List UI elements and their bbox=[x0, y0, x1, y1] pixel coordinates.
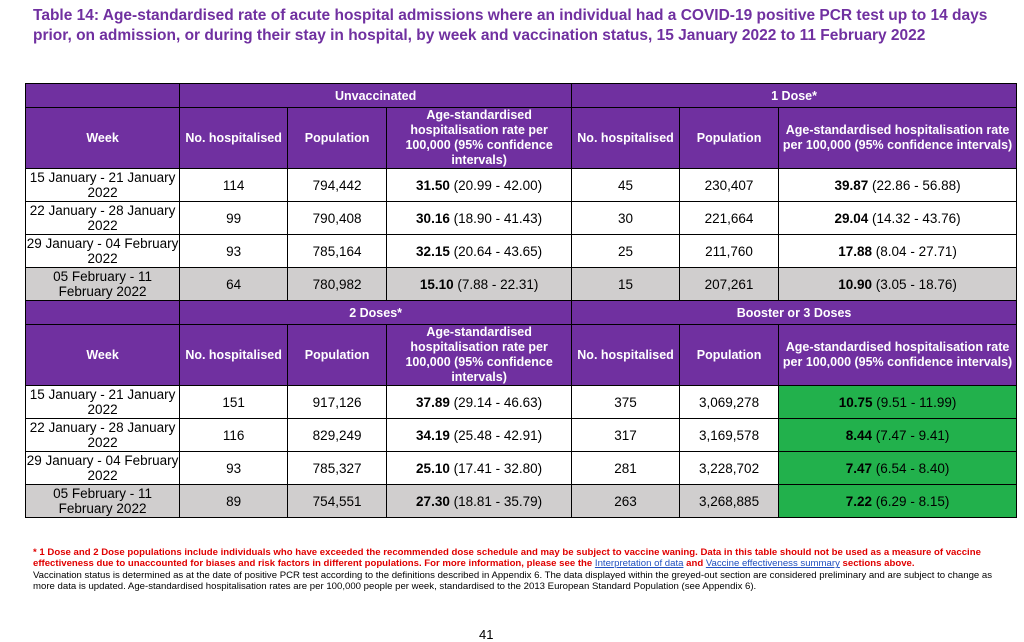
rate-cell: 30.16 (18.90 - 41.43) bbox=[386, 201, 573, 235]
population-cell: 794,442 bbox=[287, 168, 388, 202]
hospitalised-cell: 45 bbox=[571, 168, 680, 202]
population-cell: 780,982 bbox=[287, 267, 388, 301]
hospitalised-cell: 25 bbox=[571, 234, 680, 268]
hospitalised-cell: 99 bbox=[179, 201, 289, 235]
col-header-rate: Age-standardised hospitalisation rate pe… bbox=[778, 107, 1017, 169]
table-row-preliminary: 05 February - 11 February 2022 89 754,55… bbox=[24, 484, 1017, 518]
interpretation-of-data-link[interactable]: Interpretation of data bbox=[594, 558, 684, 570]
rate-cell: 31.50 (20.99 - 42.00) bbox=[386, 168, 573, 202]
week-cell: 29 January - 04 February 2022 bbox=[24, 451, 181, 485]
table-title: Table 14: Age-standardised rate of acute… bbox=[33, 7, 988, 44]
rate-cell: 10.90 (3.05 - 18.76) bbox=[778, 267, 1017, 301]
population-cell: 3,169,578 bbox=[678, 418, 780, 452]
population-cell: 221,664 bbox=[678, 201, 780, 235]
hospitalised-cell: 114 bbox=[179, 168, 289, 202]
col-header-rate: Age-standardised hospitalisation rate pe… bbox=[386, 324, 573, 386]
waning-note-text: * 1 Dose and 2 Dose populations include … bbox=[33, 547, 981, 570]
vaccination-status-note: Vaccination status is determined as at t… bbox=[33, 569, 993, 593]
hospitalised-cell: 317 bbox=[571, 418, 680, 452]
hospitalised-cell: 93 bbox=[179, 234, 289, 268]
week-cell: 15 January - 21 January 2022 bbox=[24, 385, 181, 419]
group-header-blank bbox=[24, 83, 181, 108]
week-cell: 22 January - 28 January 2022 bbox=[24, 201, 181, 235]
rate-cell: 25.10 (17.41 - 32.80) bbox=[386, 451, 573, 485]
rate-cell: 29.04 (14.32 - 43.76) bbox=[778, 201, 1017, 235]
note-and-text: and bbox=[686, 558, 704, 570]
vaccine-waning-note: * 1 Dose and 2 Dose populations include … bbox=[33, 547, 1013, 570]
col-header-hospitalised: No. hospitalised bbox=[571, 324, 680, 386]
population-cell: 211,760 bbox=[678, 234, 780, 268]
hospitalisation-table: Unvaccinated 1 Dose* Week No. hospitalis… bbox=[24, 83, 1017, 518]
group-header-unvaccinated: Unvaccinated bbox=[179, 83, 573, 108]
population-cell: 230,407 bbox=[678, 168, 780, 202]
table-row-preliminary: 05 February - 11 February 2022 64 780,98… bbox=[24, 267, 1017, 301]
week-cell: 22 January - 28 January 2022 bbox=[24, 418, 181, 452]
col-header-hospitalised: No. hospitalised bbox=[179, 324, 289, 386]
rate-cell: 32.15 (20.64 - 43.65) bbox=[386, 234, 573, 268]
rate-cell: 39.87 (22.86 - 56.88) bbox=[778, 168, 1017, 202]
col-header-rate: Age-standardised hospitalisation rate pe… bbox=[386, 107, 573, 169]
population-cell: 785,164 bbox=[287, 234, 388, 268]
column-header-row-bottom: Week No. hospitalised Population Age-sta… bbox=[24, 324, 1017, 386]
table-row: 29 January - 04 February 2022 93 785,327… bbox=[24, 451, 1017, 485]
population-cell: 829,249 bbox=[287, 418, 388, 452]
col-header-rate: Age-standardised hospitalisation rate pe… bbox=[778, 324, 1017, 386]
rate-cell-highlight: 7.47 (6.54 - 8.40) bbox=[778, 451, 1017, 485]
hospitalised-cell: 15 bbox=[571, 267, 680, 301]
vaccine-effectiveness-link[interactable]: Vaccine effectiveness summary bbox=[705, 558, 840, 570]
group-header-booster: Booster or 3 Doses bbox=[571, 300, 1017, 325]
week-cell: 05 February - 11 February 2022 bbox=[24, 484, 181, 518]
rate-cell: 37.89 (29.14 - 46.63) bbox=[386, 385, 573, 419]
population-cell: 3,268,885 bbox=[678, 484, 780, 518]
table-row: 22 January - 28 January 2022 116 829,249… bbox=[24, 418, 1017, 452]
hospitalised-cell: 89 bbox=[179, 484, 289, 518]
population-cell: 754,551 bbox=[287, 484, 388, 518]
table-row: 29 January - 04 February 2022 93 785,164… bbox=[24, 234, 1017, 268]
population-cell: 3,228,702 bbox=[678, 451, 780, 485]
hospitalised-cell: 64 bbox=[179, 267, 289, 301]
footnotes: * 1 Dose and 2 Dose populations include … bbox=[33, 547, 1013, 593]
rate-cell: 27.30 (18.81 - 35.79) bbox=[386, 484, 573, 518]
col-header-population: Population bbox=[678, 107, 780, 169]
hospitalised-cell: 93 bbox=[179, 451, 289, 485]
rate-cell-highlight: 8.44 (7.47 - 9.41) bbox=[778, 418, 1017, 452]
hospitalised-cell: 30 bbox=[571, 201, 680, 235]
week-cell: 05 February - 11 February 2022 bbox=[24, 267, 181, 301]
week-cell: 29 January - 04 February 2022 bbox=[24, 234, 181, 268]
population-cell: 917,126 bbox=[287, 385, 388, 419]
hospitalised-cell: 263 bbox=[571, 484, 680, 518]
rate-cell: 34.19 (25.48 - 42.91) bbox=[386, 418, 573, 452]
group-header-row-bottom: 2 Doses* Booster or 3 Doses bbox=[24, 300, 1017, 325]
col-header-population: Population bbox=[287, 107, 388, 169]
group-header-blank bbox=[24, 300, 181, 325]
hospitalised-cell: 151 bbox=[179, 385, 289, 419]
group-header-1-dose: 1 Dose* bbox=[571, 83, 1017, 108]
population-cell: 207,261 bbox=[678, 267, 780, 301]
column-header-row-top: Week No. hospitalised Population Age-sta… bbox=[24, 107, 1017, 169]
table-row: 15 January - 21 January 2022 151 917,126… bbox=[24, 385, 1017, 419]
hospitalised-cell: 116 bbox=[179, 418, 289, 452]
group-header-row-top: Unvaccinated 1 Dose* bbox=[24, 83, 1017, 108]
col-header-hospitalised: No. hospitalised bbox=[179, 107, 289, 169]
population-cell: 790,408 bbox=[287, 201, 388, 235]
population-cell: 3,069,278 bbox=[678, 385, 780, 419]
col-header-population: Population bbox=[287, 324, 388, 386]
hospitalised-cell: 375 bbox=[571, 385, 680, 419]
note-tail-text: sections above. bbox=[842, 558, 915, 570]
col-header-week: Week bbox=[24, 324, 181, 386]
week-cell: 15 January - 21 January 2022 bbox=[24, 168, 181, 202]
rate-cell-highlight: 10.75 (9.51 - 11.99) bbox=[778, 385, 1017, 419]
col-header-week: Week bbox=[24, 107, 181, 169]
table-row: 15 January - 21 January 2022 114 794,442… bbox=[24, 168, 1017, 202]
rate-cell-highlight: 7.22 (6.29 - 8.15) bbox=[778, 484, 1017, 518]
group-header-2-doses: 2 Doses* bbox=[179, 300, 573, 325]
hospitalised-cell: 281 bbox=[571, 451, 680, 485]
col-header-population: Population bbox=[678, 324, 780, 386]
col-header-hospitalised: No. hospitalised bbox=[571, 107, 680, 169]
rate-cell: 17.88 (8.04 - 27.71) bbox=[778, 234, 1017, 268]
rate-cell: 15.10 (7.88 - 22.31) bbox=[386, 267, 573, 301]
table-row: 22 January - 28 January 2022 99 790,408 … bbox=[24, 201, 1017, 235]
page-number: 41 bbox=[479, 627, 494, 642]
population-cell: 785,327 bbox=[287, 451, 388, 485]
